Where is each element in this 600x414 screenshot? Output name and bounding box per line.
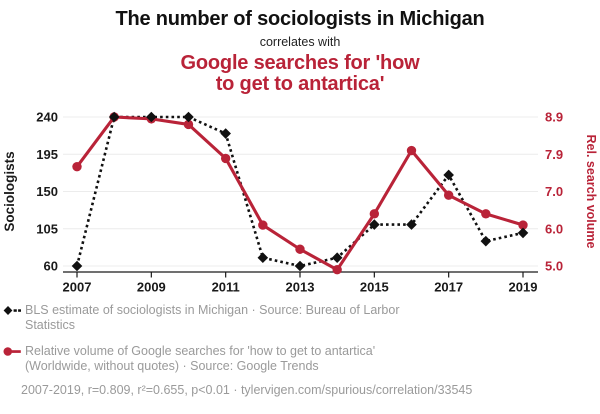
search-volume-point xyxy=(183,119,194,130)
secondary-title: Google searches for 'how to get to antar… xyxy=(0,53,600,95)
x-axis-tick-label: 2011 xyxy=(212,280,240,295)
search-volume-point xyxy=(332,265,342,275)
legend-line: (Worldwide, without quotes) · Source: Go… xyxy=(25,358,319,373)
legend-entry-search-volume-label: Relative volume of Google searches for '… xyxy=(25,344,375,373)
sociologists-point xyxy=(257,252,269,264)
sociologists-point xyxy=(369,219,380,230)
sociologists-legend-icon xyxy=(3,303,21,332)
right-axis-tick-label: 8.9 xyxy=(545,110,563,125)
sociologists-point xyxy=(331,252,343,264)
search-volume-point xyxy=(258,220,268,230)
x-axis-tick-label: 2017 xyxy=(434,280,463,295)
right-axis-tick-label: 6.0 xyxy=(545,221,563,236)
left-axis-tick-label: 60 xyxy=(44,259,58,274)
header: The number of sociologists in Michigan c… xyxy=(0,8,600,95)
search-volume-point xyxy=(369,209,380,219)
sociologists-point xyxy=(108,111,120,123)
right-axis-tick-label: 7.9 xyxy=(545,147,563,162)
legend-line: Statistics xyxy=(25,317,76,332)
sociologists-point xyxy=(220,128,231,139)
search-volume-point xyxy=(406,145,417,156)
search-volume-legend-icon xyxy=(3,344,21,373)
sociologists-point xyxy=(517,227,529,239)
legend-line: Relative volume of Google searches for '… xyxy=(25,344,376,358)
legend-entry-sociologists-label: BLS estimate of sociologists in Michigan… xyxy=(25,303,400,332)
sociologists-point xyxy=(294,260,306,272)
x-axis-tick-label: 2015 xyxy=(360,280,389,295)
dual-axis-line-chart: 240 195 150 105 60 8.9 7.9 7.0 6.0 5.0 2007 2009 201… xyxy=(0,100,600,300)
search-volume-point xyxy=(481,209,491,219)
stats-and-source-url: 2007-2019, r=0.809, r²=0.655, p<0.01 · t… xyxy=(21,383,473,397)
correlates-with-text: correlates with xyxy=(259,35,341,49)
left-axis-tick-label: 240 xyxy=(36,110,58,125)
sociologists-point xyxy=(406,219,417,230)
search-volume-point xyxy=(220,153,231,164)
sociologists-point xyxy=(71,260,83,272)
x-axis-tick-label: 2013 xyxy=(286,280,315,295)
sociologists-point xyxy=(480,235,492,247)
secondary-title-line2: to get to antartica' xyxy=(215,73,385,95)
x-axis-tick-label: 2019 xyxy=(509,280,538,295)
sociologists-point xyxy=(183,111,194,123)
legend-line: BLS estimate of sociologists in Michigan… xyxy=(25,303,400,317)
search-volume-point xyxy=(443,190,454,200)
left-axis-tick-label: 105 xyxy=(36,221,58,236)
right-axis-title: Rel. search volume xyxy=(584,135,598,249)
search-volume-point xyxy=(295,244,305,254)
chart-canvas: 240 195 150 105 60 8.9 7.9 7.0 6.0 5.0 2007 2009 201… xyxy=(2,110,598,295)
x-axis-tick-label: 2007 xyxy=(63,280,92,295)
search-volume-point xyxy=(518,220,528,230)
left-axis-title: Sociologists xyxy=(2,151,17,231)
page-title: The number of sociologists in Michigan xyxy=(115,8,485,30)
right-axis-tick-label: 5.0 xyxy=(545,259,563,274)
right-axis-tick-label: 7.0 xyxy=(545,184,563,199)
search-volume-point xyxy=(72,161,82,172)
sociologists-point xyxy=(146,111,157,123)
legend-entry-sociologists: BLS estimate of sociologists in Michigan… xyxy=(3,303,400,332)
left-axis-tick-label: 195 xyxy=(36,147,58,162)
secondary-title-line1: Google searches for 'how xyxy=(180,52,420,74)
left-axis-tick-label: 150 xyxy=(36,184,58,199)
x-axis-tick-label: 2009 xyxy=(137,280,166,295)
legend-entry-search-volume: Relative volume of Google searches for '… xyxy=(3,344,375,373)
